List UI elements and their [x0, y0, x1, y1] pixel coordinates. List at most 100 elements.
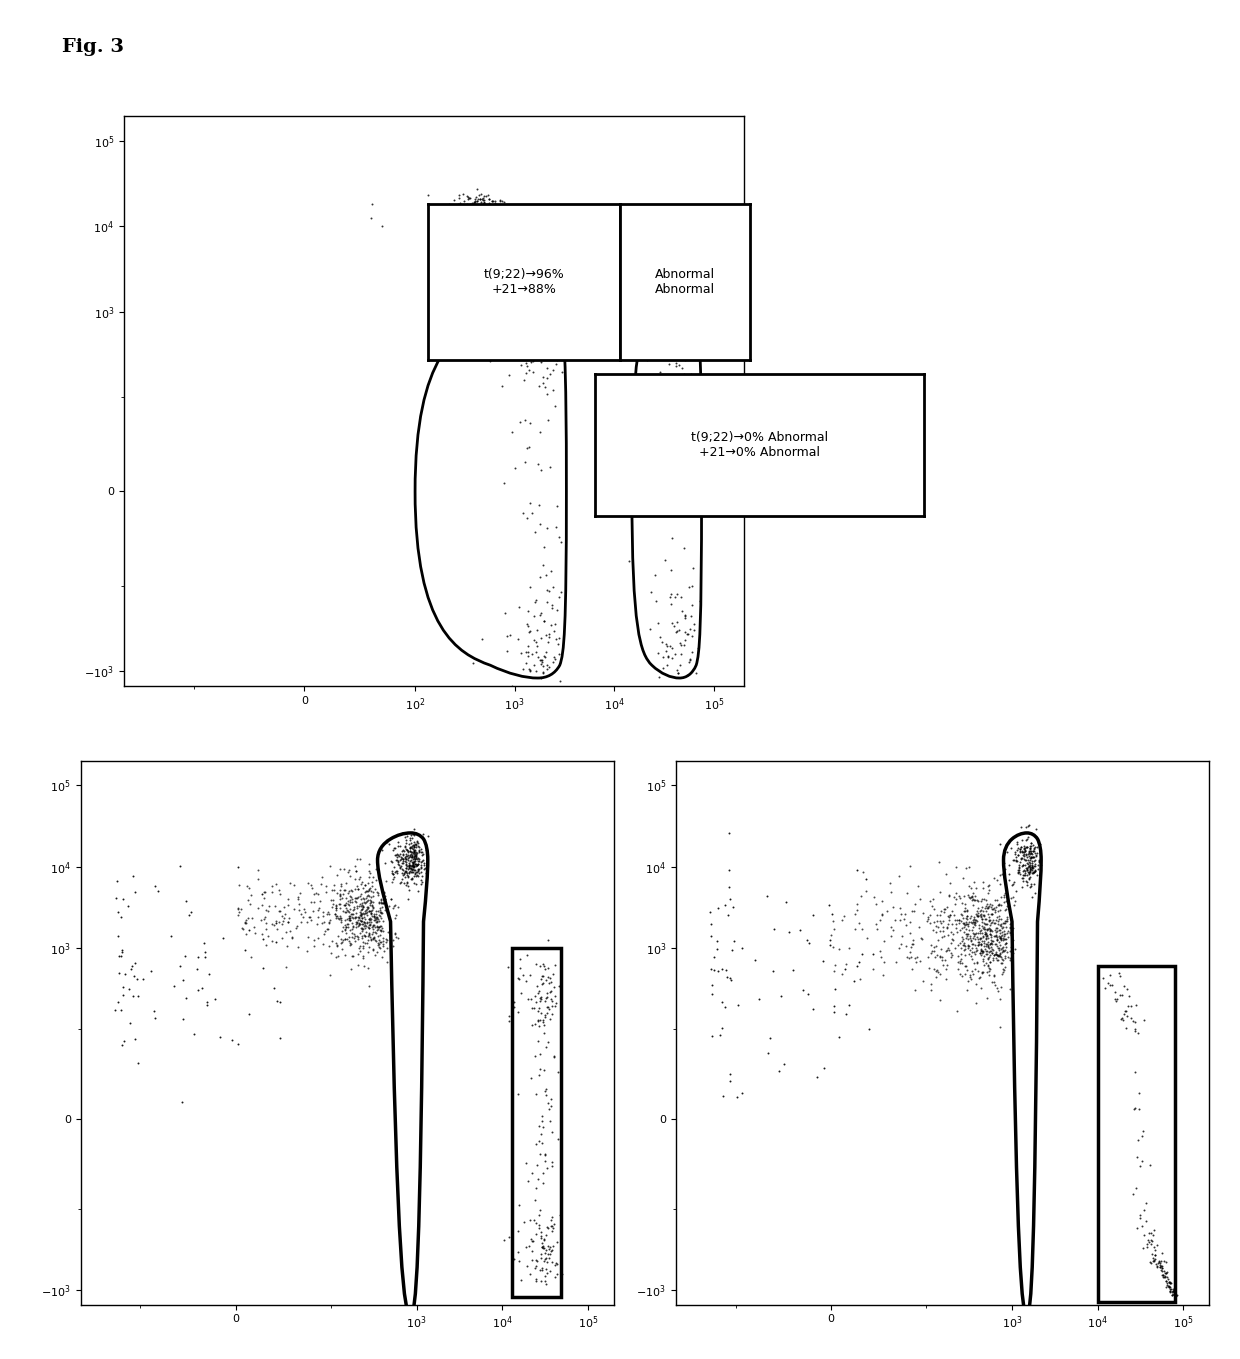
- Point: [967, 905, 987, 927]
- Point: [712, 958, 732, 980]
- Point: [776, 890, 796, 912]
- Point: [373, 893, 393, 915]
- Point: [682, 304, 702, 326]
- Point: [340, 919, 360, 940]
- Point: [386, 927, 405, 949]
- Point: [987, 906, 1007, 928]
- Point: [536, 1265, 556, 1287]
- Point: [495, 1230, 515, 1252]
- Point: [360, 877, 379, 898]
- Point: [531, 988, 551, 1010]
- Point: [532, 1003, 552, 1025]
- Point: [542, 594, 562, 616]
- Point: [461, 194, 481, 216]
- Point: [936, 939, 956, 961]
- Point: [533, 953, 553, 974]
- Point: [932, 949, 952, 970]
- Point: [988, 894, 1008, 916]
- Point: [460, 209, 480, 231]
- Point: [383, 839, 403, 860]
- Point: [388, 844, 408, 866]
- Point: [990, 942, 1009, 964]
- Point: [372, 215, 392, 236]
- Point: [363, 886, 383, 908]
- Point: [990, 919, 1009, 940]
- Point: [479, 219, 498, 241]
- Point: [668, 662, 688, 684]
- Point: [692, 253, 712, 275]
- Point: [458, 188, 477, 209]
- Point: [275, 921, 295, 943]
- Point: [1019, 840, 1039, 862]
- Point: [407, 853, 427, 875]
- Point: [655, 549, 675, 571]
- Point: [192, 977, 212, 999]
- Point: [510, 410, 529, 432]
- Point: [531, 302, 551, 323]
- Point: [480, 204, 500, 226]
- Point: [363, 896, 383, 917]
- Point: [1126, 995, 1146, 1017]
- Point: [405, 834, 425, 856]
- Point: [666, 621, 686, 643]
- Point: [262, 882, 281, 904]
- Point: [492, 213, 512, 235]
- Point: [546, 325, 565, 347]
- Point: [370, 905, 389, 927]
- Point: [993, 916, 1013, 938]
- Point: [661, 583, 681, 605]
- Point: [366, 908, 386, 930]
- Point: [336, 872, 356, 894]
- Point: [516, 970, 536, 992]
- Point: [521, 351, 541, 372]
- Point: [1138, 1229, 1158, 1250]
- Point: [529, 1131, 549, 1152]
- Point: [966, 940, 986, 962]
- Point: [377, 830, 397, 852]
- Point: [1008, 844, 1028, 866]
- Point: [518, 347, 538, 368]
- Point: [655, 325, 675, 347]
- Point: [255, 917, 275, 939]
- Point: [528, 336, 548, 357]
- Point: [908, 875, 928, 897]
- Point: [497, 236, 517, 258]
- Point: [987, 920, 1007, 942]
- Point: [921, 973, 941, 995]
- Point: [464, 196, 484, 217]
- Point: [1137, 1233, 1157, 1254]
- Point: [454, 190, 474, 212]
- Point: [976, 927, 996, 949]
- Point: [971, 905, 991, 927]
- Point: [474, 193, 494, 215]
- Point: [342, 919, 362, 940]
- Point: [361, 908, 381, 930]
- Point: [973, 917, 993, 939]
- Point: [1021, 860, 1040, 882]
- Point: [1125, 1097, 1145, 1118]
- Point: [1153, 1260, 1173, 1282]
- Point: [952, 966, 972, 988]
- Point: [877, 901, 897, 923]
- Point: [978, 874, 998, 896]
- Point: [479, 189, 498, 211]
- Text: ALDHint: ALDHint: [513, 289, 562, 302]
- Point: [474, 213, 494, 235]
- Point: [985, 965, 1004, 987]
- Point: [537, 987, 557, 1008]
- Point: [334, 930, 353, 951]
- Point: [358, 883, 378, 905]
- Point: [1140, 1231, 1159, 1253]
- Point: [956, 906, 976, 928]
- Point: [688, 250, 708, 272]
- Point: [993, 958, 1013, 980]
- Point: [967, 959, 987, 981]
- Point: [892, 932, 911, 954]
- Point: [262, 913, 281, 935]
- Point: [1163, 1277, 1183, 1299]
- Point: [405, 843, 425, 864]
- Point: [342, 902, 362, 924]
- Point: [991, 928, 1011, 950]
- Point: [863, 958, 883, 980]
- Point: [335, 920, 355, 942]
